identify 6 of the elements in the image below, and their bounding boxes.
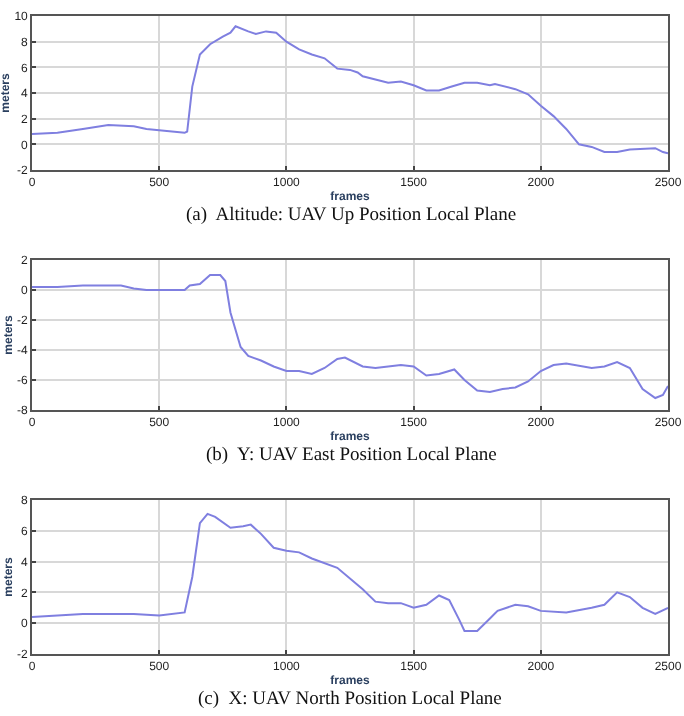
line-series: [32, 25, 668, 155]
line-series: [32, 512, 668, 632]
text: (b) Y: UAV East Position Local Plane: [206, 446, 497, 466]
text: (a) Altitude: UAV Up Position Local Plane: [186, 206, 517, 226]
text: (c) X: UAV North Position Local Plane: [198, 690, 502, 710]
line-series: [32, 274, 668, 399]
